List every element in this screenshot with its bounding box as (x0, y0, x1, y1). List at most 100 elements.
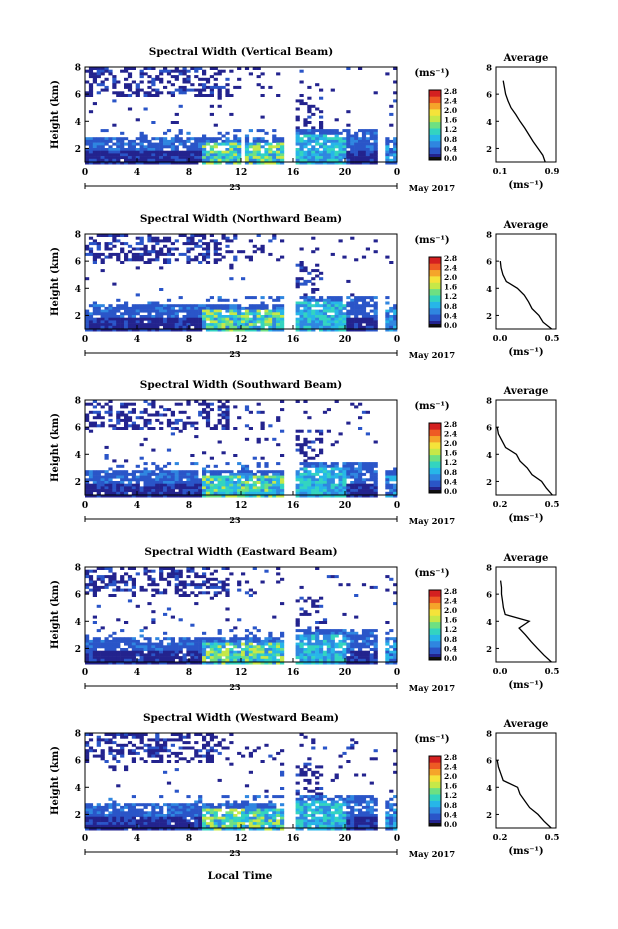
heatmap-cell (170, 648, 175, 651)
heatmap-cell (373, 629, 378, 633)
heatmap-cell (319, 320, 324, 324)
heatmap-cell (354, 312, 359, 316)
colorbar-tick-label: 0.4 (444, 311, 457, 320)
heatmap-cell (217, 648, 222, 651)
heatmap-cell (373, 239, 378, 243)
heatmap-cell (112, 236, 117, 240)
heatmap-cell (295, 623, 300, 627)
heatmap-cell (120, 427, 125, 430)
heatmap-cell (217, 661, 222, 665)
heatmap-cell (194, 658, 199, 662)
heatmap-cell (205, 757, 211, 761)
heatmap-cell (311, 489, 316, 493)
heatmap-cell (147, 751, 152, 755)
heatmap-cell (334, 483, 339, 487)
heatmap-cell (280, 161, 285, 165)
heatmap-cell (393, 591, 398, 595)
heatmap-cell (213, 483, 218, 487)
heatmap-cell (174, 827, 179, 831)
heatmap-cell (295, 161, 300, 165)
heatmap-cell (373, 464, 378, 468)
heatmap-cell (389, 656, 394, 660)
heatmap-cell (361, 150, 367, 154)
heatmap-cell (393, 156, 398, 160)
heatmap-cell (346, 309, 351, 313)
heatmap-cell (178, 811, 183, 815)
heatmap-cell (155, 824, 160, 828)
heatmap-cell (108, 765, 113, 769)
heatmap-cell (209, 583, 214, 587)
heatmap-cell (100, 317, 105, 321)
heatmap-cell (186, 416, 191, 420)
heatmap-cell (190, 247, 195, 251)
heatmap-cell (237, 470, 242, 474)
heatmap-cell (127, 83, 133, 87)
heatmap-cell (194, 491, 199, 495)
heatmap-cell (350, 298, 355, 302)
heatmap-cell (85, 819, 90, 823)
heatmap-cell (151, 481, 156, 484)
heatmap-cell (202, 137, 207, 141)
heatmap-cell (315, 153, 320, 157)
heatmap-cell (202, 583, 207, 587)
heatmap-cell (135, 247, 140, 251)
heatmap-cell (174, 814, 179, 817)
heatmap-cell (190, 481, 195, 484)
heatmap-cell (127, 814, 133, 817)
heatmap-cell (186, 827, 191, 831)
heatmap-cell (221, 134, 226, 138)
heatmap-cell (330, 328, 335, 332)
heatmap-cell (256, 139, 261, 143)
heatmap-cell (155, 642, 160, 646)
heatmap-cell (96, 475, 101, 479)
heatmap-cell (88, 410, 94, 414)
avg-x-tick-label: 0.0 (493, 334, 508, 344)
heatmap-cell (205, 580, 211, 584)
heatmap-cell (127, 85, 133, 89)
heatmap-cell (354, 634, 359, 638)
heatmap-cell (365, 489, 370, 493)
heatmap-cell (135, 481, 140, 484)
heatmap-cell (233, 800, 238, 804)
heatmap-cell (221, 451, 226, 455)
heatmap-cell (174, 751, 179, 755)
heatmap-cell (213, 472, 218, 476)
heatmap-cell (124, 69, 129, 73)
heatmap-cell (280, 328, 285, 332)
heatmap-cell (268, 161, 273, 165)
heatmap-cell (330, 631, 335, 635)
heatmap-cell (170, 309, 175, 313)
heatmap-cell (252, 661, 257, 665)
heatmap-cell (229, 481, 234, 484)
heatmap-cell (104, 808, 109, 812)
heatmap-cell (159, 824, 164, 828)
heatmap-cell (303, 328, 308, 332)
x-tick-label: 0 (82, 501, 88, 511)
x-tick-label: 4 (134, 168, 140, 178)
colorbar-swatch (429, 435, 441, 443)
avg-x-tick-label: 0.5 (545, 667, 560, 677)
heatmap-cell (139, 733, 144, 736)
heatmap-cell (104, 575, 109, 579)
heatmap-cell (295, 472, 300, 476)
heatmap-cell (182, 645, 187, 649)
heatmap-cell (166, 489, 172, 493)
heatmap-cell (229, 304, 234, 308)
heatmap-cell (365, 650, 370, 654)
heatmap-cell (272, 656, 277, 660)
heatmap-cell (100, 494, 105, 498)
heatmap-cell (205, 413, 211, 417)
heatmap-cell (92, 594, 97, 597)
heatmap-cell (338, 483, 343, 487)
heatmap-cell (295, 653, 300, 657)
heatmap-cell (108, 822, 113, 826)
colorbar-swatch (429, 314, 441, 321)
heatmap-cell (174, 320, 179, 324)
heatmap-cell (88, 110, 94, 114)
heatmap-cell (131, 328, 136, 332)
heatmap-cell (151, 247, 156, 251)
heatmap-cell (108, 803, 113, 807)
heatmap-cell (170, 150, 175, 154)
heatmap-cell (260, 491, 265, 495)
heatmap-cell (170, 816, 175, 820)
